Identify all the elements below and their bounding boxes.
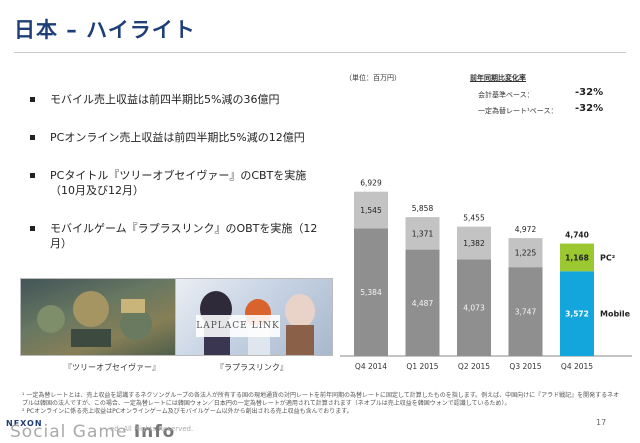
bar-mobile [457,259,491,356]
yoy-row-value: -32% [575,87,604,98]
watermark: Social Game Info [10,422,175,442]
bar-mobile [508,267,543,356]
series-label-pc: PC² [600,253,616,262]
data-label-mobile: 4,073 [463,304,485,313]
data-label-total: 5,858 [412,204,434,213]
data-label-mobile: 3,747 [515,308,537,317]
data-label-pc: 1,168 [565,253,589,262]
data-label-pc: 1,225 [515,249,537,258]
x-tick-label: Q1 2015 [406,362,438,371]
page-number: 17 [596,418,607,427]
bullet-text: モバイル売上収益は前四半期比5%減の36億円 [50,93,280,106]
footnotes: ¹ 一定為替レートとは、売上収益を認識するネクソングループの各法人が所有する国の… [22,392,622,416]
x-tick-label: Q4 2015 [561,362,593,371]
yoy-row-label: 会計基準ベース： [478,91,534,99]
anime-art-image [200,291,315,355]
data-label-pc: 1,382 [463,239,485,248]
footnote-1: ¹ 一定為替レートとは、売上収益を認識するネクソングループの各法人が所有する国の… [22,392,620,407]
laplace-link-screenshot: LAPLACE LINK [175,278,333,356]
list-item: PCオンライン売上収益は前四半期比5%減の12億円 [30,130,330,145]
data-label-pc: 1,545 [360,206,382,215]
data-label-total: 6,929 [360,179,382,188]
watermark-text-bold: Info [133,422,176,442]
data-label-mobile: 5,384 [360,288,382,297]
bullet-text: モバイルゲーム『ラプラスリンク』のOBTを実施（12月） [50,222,318,250]
bar-mobile [354,228,388,356]
data-label-pc: 1,371 [412,229,434,238]
bullet-text-cont: （10月及び12月） [50,184,144,197]
copyright-text: ed. All Rights Reserved. [110,425,194,433]
revenue-stacked-bar-chart: 5,384 1,545 6,929 Q4 2014 4,487 1,371 5,858 Q1 … [340,179,632,371]
data-label-mobile: 3,572 [565,310,589,319]
data-label-total: 4,740 [565,231,589,240]
bullet-text: PCタイトル『ツリーオブセイヴァー』のCBTを実施 [50,169,307,182]
bar-pc [405,217,440,250]
page-title: 日本 – ハイライト [14,18,196,42]
x-tick-label: Q2 2015 [458,362,490,371]
bar-mobile [560,271,594,356]
tree-of-savior-screenshot [20,278,178,356]
data-label-mobile: 4,487 [412,299,434,308]
bar-pc [354,191,388,229]
x-tick-label: Q4 2014 [355,362,387,371]
footnote-2: ² PCオンラインに係る売上収益はPCオンラインゲーム及びモバイルゲーム以外から… [22,408,353,415]
unit-label: （単位：百万円） [345,74,401,82]
data-label-total: 4,972 [515,225,537,234]
game-scene-image [21,279,177,355]
screenshot-caption: 『ラプラスリンク』 [216,363,288,372]
list-item: PCタイトル『ツリーオブセイヴァー』のCBTを実施 （10月及び12月） [30,168,330,198]
yoy-row-value: -32% [575,103,604,114]
series-label-mobile: Mobile [600,310,631,319]
laplace-link-logo: LAPLACE LINK [196,315,280,337]
data-label-total: 5,455 [463,214,485,223]
highlights-list: モバイル売上収益は前四半期比5%減の36億円 PCオンライン売上収益は前四半期比… [30,92,330,274]
bar-pc [508,238,543,268]
bullet-text: PCオンライン売上収益は前四半期比5%減の12億円 [50,131,305,144]
watermark-text: Social Game [10,422,134,442]
x-tick-label: Q3 2015 [509,362,541,371]
list-item: モバイル売上収益は前四半期比5%減の36億円 [30,92,330,107]
title-divider [14,52,626,53]
screenshot-caption: 『ツリーオブセイヴァー』 [64,363,160,372]
list-item: モバイルゲーム『ラプラスリンク』のOBTを実施（12月） [30,221,330,251]
nexon-logo: NEXON [6,419,43,428]
yoy-header: 前年同期比変化率 [470,74,526,82]
bar-mobile [405,249,440,356]
bar-pc [560,243,594,272]
bar-pc [457,226,491,260]
yoy-row-label: 一定為替レート¹ベース： [478,107,558,115]
